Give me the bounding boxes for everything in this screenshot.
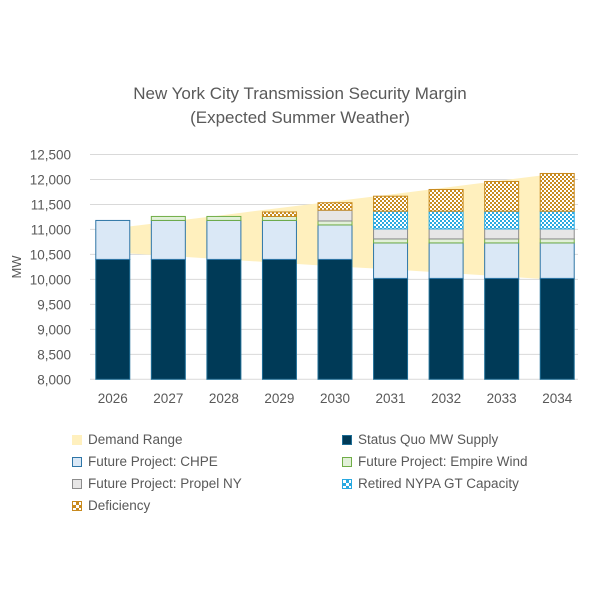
bar-segment-nypa (539, 210, 575, 230)
bar-segment-chpe (484, 242, 520, 279)
legend-label: Future Project: CHPE (88, 454, 218, 469)
legend-swatch-ew (342, 456, 352, 467)
bar-stack-2026 (95, 219, 131, 380)
bar-segment-chpe (428, 242, 464, 279)
legend-item-chpe: Future Project: CHPE (72, 454, 218, 469)
y-tick-label: 10,000 (30, 272, 71, 287)
bar-stack-2029 (261, 211, 297, 380)
y-tick-label: 9,500 (37, 297, 71, 312)
x-tick-label: 2033 (487, 391, 517, 406)
bar-segment-propel (428, 228, 464, 240)
bar-segment-ew (206, 215, 242, 221)
bar-segment-def (373, 195, 409, 212)
chart-subtitle: (Expected Summer Weather) (190, 108, 410, 127)
legend-label: Demand Range (88, 432, 183, 447)
legend-swatch-propel (72, 478, 82, 489)
bar-segment-propel (484, 228, 520, 240)
bar-segment-sq (373, 277, 409, 380)
x-tick-label: 2032 (431, 391, 461, 406)
bar-segment-chpe (539, 242, 575, 279)
x-tick-label: 2031 (376, 391, 406, 406)
bar-segment-sq (95, 258, 131, 380)
bar-segment-ew (428, 238, 464, 244)
legend-label: Future Project: Propel NY (88, 476, 242, 491)
legend-item-sq: Status Quo MW Supply (342, 432, 498, 447)
bar-segment-chpe (317, 224, 353, 260)
bar-segment-ew (484, 238, 520, 244)
chart-title: New York City Transmission Security Marg… (0, 82, 600, 130)
bar-segment-sq (428, 277, 464, 380)
legend-label: Deficiency (88, 498, 151, 513)
y-tick-label: 12,500 (30, 148, 71, 163)
x-tick-label: 2030 (320, 391, 350, 406)
y-tick-label: 11,500 (31, 197, 71, 212)
chart-title-main: New York City Transmission Security Marg… (133, 84, 467, 103)
bar-segment-sq (484, 277, 520, 380)
legend-swatch-nypa (342, 478, 352, 489)
bar-segment-def (428, 188, 464, 212)
x-tick-label: 2027 (153, 391, 183, 406)
bar-segment-sq (317, 258, 353, 380)
bar-segment-nypa (484, 210, 520, 230)
bar-segment-sq (539, 277, 575, 380)
bar-segment-propel (317, 209, 353, 222)
bar-segment-sq (150, 258, 186, 380)
bar-segment-chpe (206, 219, 242, 260)
bar-segment-nypa (373, 210, 409, 230)
legend-swatch-demand (72, 434, 82, 445)
x-tick-label: 2034 (542, 391, 573, 406)
bar-stack-2031 (373, 195, 409, 380)
bar-segment-sq (206, 258, 242, 380)
bar-segment-ew (373, 238, 409, 244)
y-tick-label: 9,000 (37, 322, 71, 337)
legend-swatch-chpe (72, 456, 82, 467)
bar-segment-ew (539, 238, 575, 244)
bar-segment-def (484, 180, 520, 212)
legend-item-nypa: Retired NYPA GT Capacity (342, 476, 519, 491)
bar-segment-chpe (95, 219, 131, 260)
legend-label: Status Quo MW Supply (358, 432, 499, 447)
bar-stack-2032 (428, 188, 464, 380)
x-tick-label: 2029 (264, 391, 294, 406)
y-axis-label: MW (9, 255, 24, 279)
bar-segment-ew (261, 215, 297, 221)
y-axis-ticks: 8,000 8,500 9,000 9,500 10,000 10,500 11,000 11… (30, 148, 71, 388)
bar-segment-ew (317, 220, 353, 226)
legend-item-demand: Demand Range (72, 432, 183, 447)
y-tick-label: 8,000 (37, 372, 71, 387)
bar-stack-2027 (150, 215, 186, 380)
bar-segment-sq (261, 258, 297, 380)
bars (95, 172, 575, 380)
legend-item-def: Deficiency (72, 498, 150, 513)
bar-segment-nypa (428, 210, 464, 230)
bar-segment-ew (150, 215, 186, 221)
legend-item-ew: Future Project: Empire Wind (342, 454, 528, 469)
bar-stack-2028 (206, 215, 242, 380)
bar-segment-chpe (261, 219, 297, 260)
y-tick-label: 10,500 (30, 247, 71, 262)
legend-item-propel: Future Project: Propel NY (72, 476, 242, 491)
bar-stack-2033 (484, 180, 520, 380)
bar-stack-2030 (317, 202, 353, 380)
bar-segment-def (539, 172, 575, 212)
legend-swatch-def (72, 500, 82, 511)
bar-segment-chpe (373, 242, 409, 279)
bar-segment-def (317, 202, 353, 211)
x-axis-ticks: 2026 2027 2028 2029 2030 2031 2032 2033 2034 (98, 391, 573, 406)
bar-segment-chpe (150, 219, 186, 260)
bar-segment-propel (539, 228, 575, 240)
y-tick-label: 12,000 (30, 172, 71, 187)
y-tick-label: 8,500 (37, 347, 71, 362)
bar-segment-def (261, 211, 297, 217)
x-tick-label: 2028 (209, 391, 239, 406)
legend-swatch-sq (342, 434, 352, 445)
bar-stack-2034 (539, 172, 575, 380)
legend-label: Retired NYPA GT Capacity (358, 476, 519, 491)
bar-segment-propel (373, 228, 409, 240)
legend-label: Future Project: Empire Wind (358, 454, 528, 469)
y-tick-label: 11,000 (31, 222, 71, 237)
x-tick-label: 2026 (98, 391, 128, 406)
